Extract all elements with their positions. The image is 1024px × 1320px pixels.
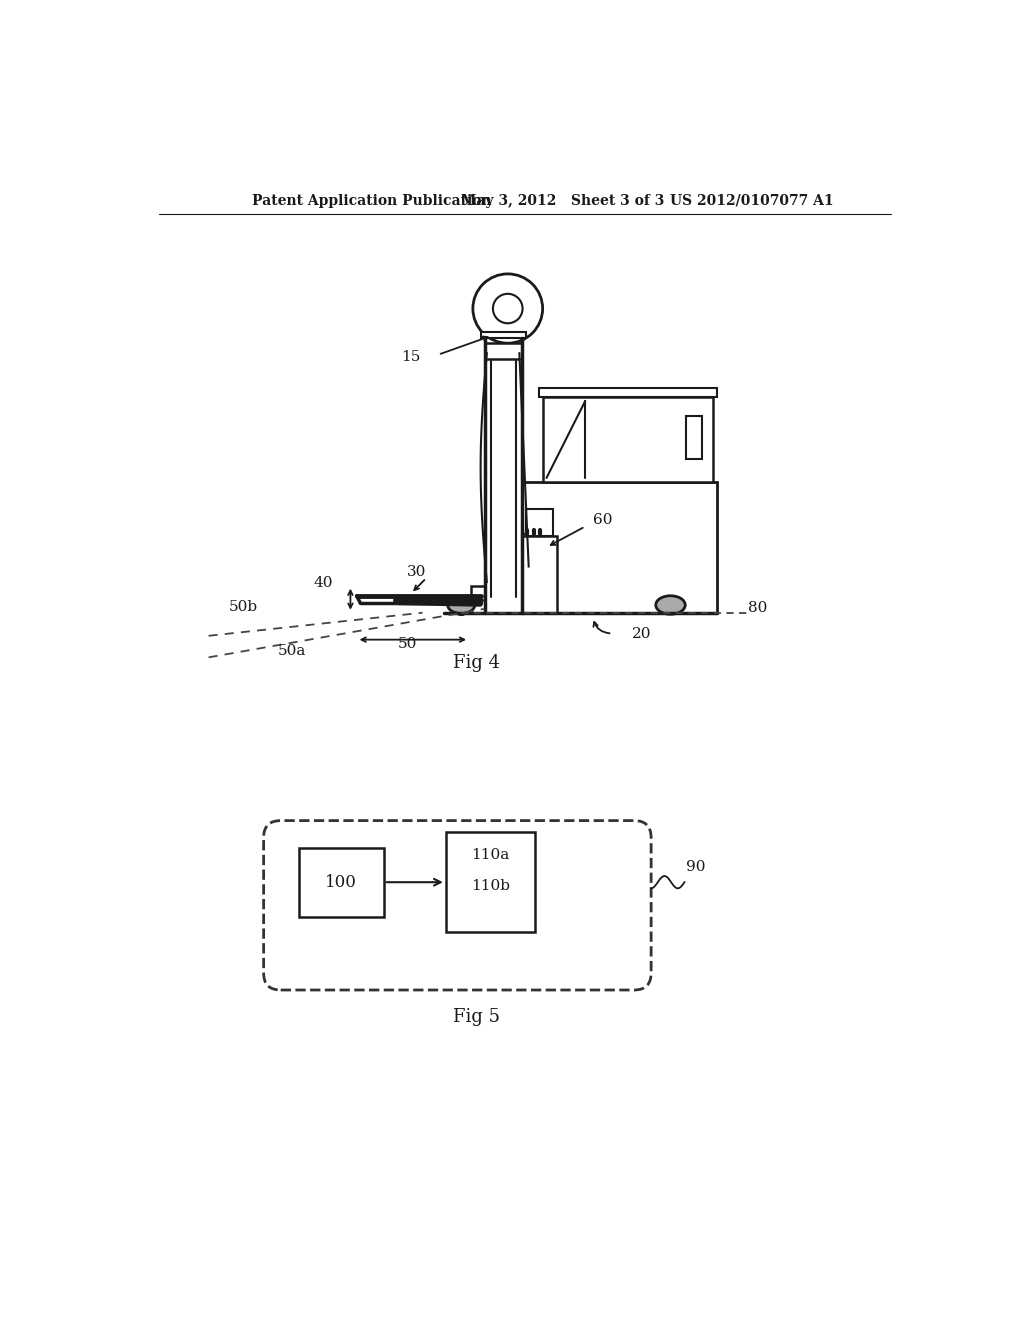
Text: Fig 4: Fig 4 xyxy=(454,653,501,672)
Bar xyxy=(484,343,521,359)
Text: 50b: 50b xyxy=(229,599,258,614)
Bar xyxy=(521,535,545,552)
Text: 40: 40 xyxy=(314,576,334,590)
Text: 100: 100 xyxy=(326,874,357,891)
Text: 50a: 50a xyxy=(278,644,306,659)
Text: 20: 20 xyxy=(632,627,651,642)
Bar xyxy=(521,536,557,612)
Bar xyxy=(521,482,717,612)
Text: 50: 50 xyxy=(397,636,417,651)
Text: 30: 30 xyxy=(407,565,426,579)
Bar xyxy=(525,508,553,536)
Text: 80: 80 xyxy=(748,601,767,615)
Bar xyxy=(539,388,717,397)
Bar xyxy=(543,397,713,482)
FancyBboxPatch shape xyxy=(263,821,651,990)
Bar xyxy=(299,847,384,917)
Circle shape xyxy=(454,599,469,615)
Text: US 2012/0107077 A1: US 2012/0107077 A1 xyxy=(671,194,835,207)
Bar xyxy=(471,586,484,612)
Text: 15: 15 xyxy=(400,350,420,364)
Bar xyxy=(445,832,535,932)
Text: 90: 90 xyxy=(686,859,706,874)
Text: Fig 5: Fig 5 xyxy=(454,1008,501,1026)
Text: Patent Application Publication: Patent Application Publication xyxy=(252,194,492,207)
Ellipse shape xyxy=(473,275,543,343)
Bar xyxy=(686,416,701,459)
Text: 60: 60 xyxy=(593,513,612,527)
Ellipse shape xyxy=(493,294,522,323)
Ellipse shape xyxy=(447,597,475,614)
Bar xyxy=(480,331,525,338)
Text: 110b: 110b xyxy=(471,879,510,894)
Text: 110a: 110a xyxy=(472,849,510,862)
Ellipse shape xyxy=(655,595,685,614)
Text: May 3, 2012   Sheet 3 of 3: May 3, 2012 Sheet 3 of 3 xyxy=(461,194,665,207)
